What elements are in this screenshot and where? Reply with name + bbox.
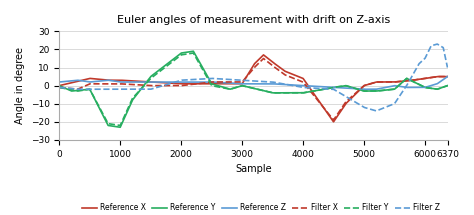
Title: Euler angles of measurement with drift on Z-axis: Euler angles of measurement with drift o…	[117, 15, 390, 25]
Y-axis label: Angle in degree: Angle in degree	[15, 47, 25, 124]
Legend: Reference X, Reference Y, Reference Z, Filter X, Filter Y, Filter Z: Reference X, Reference Y, Reference Z, F…	[79, 200, 443, 215]
X-axis label: Sample: Sample	[235, 164, 272, 174]
